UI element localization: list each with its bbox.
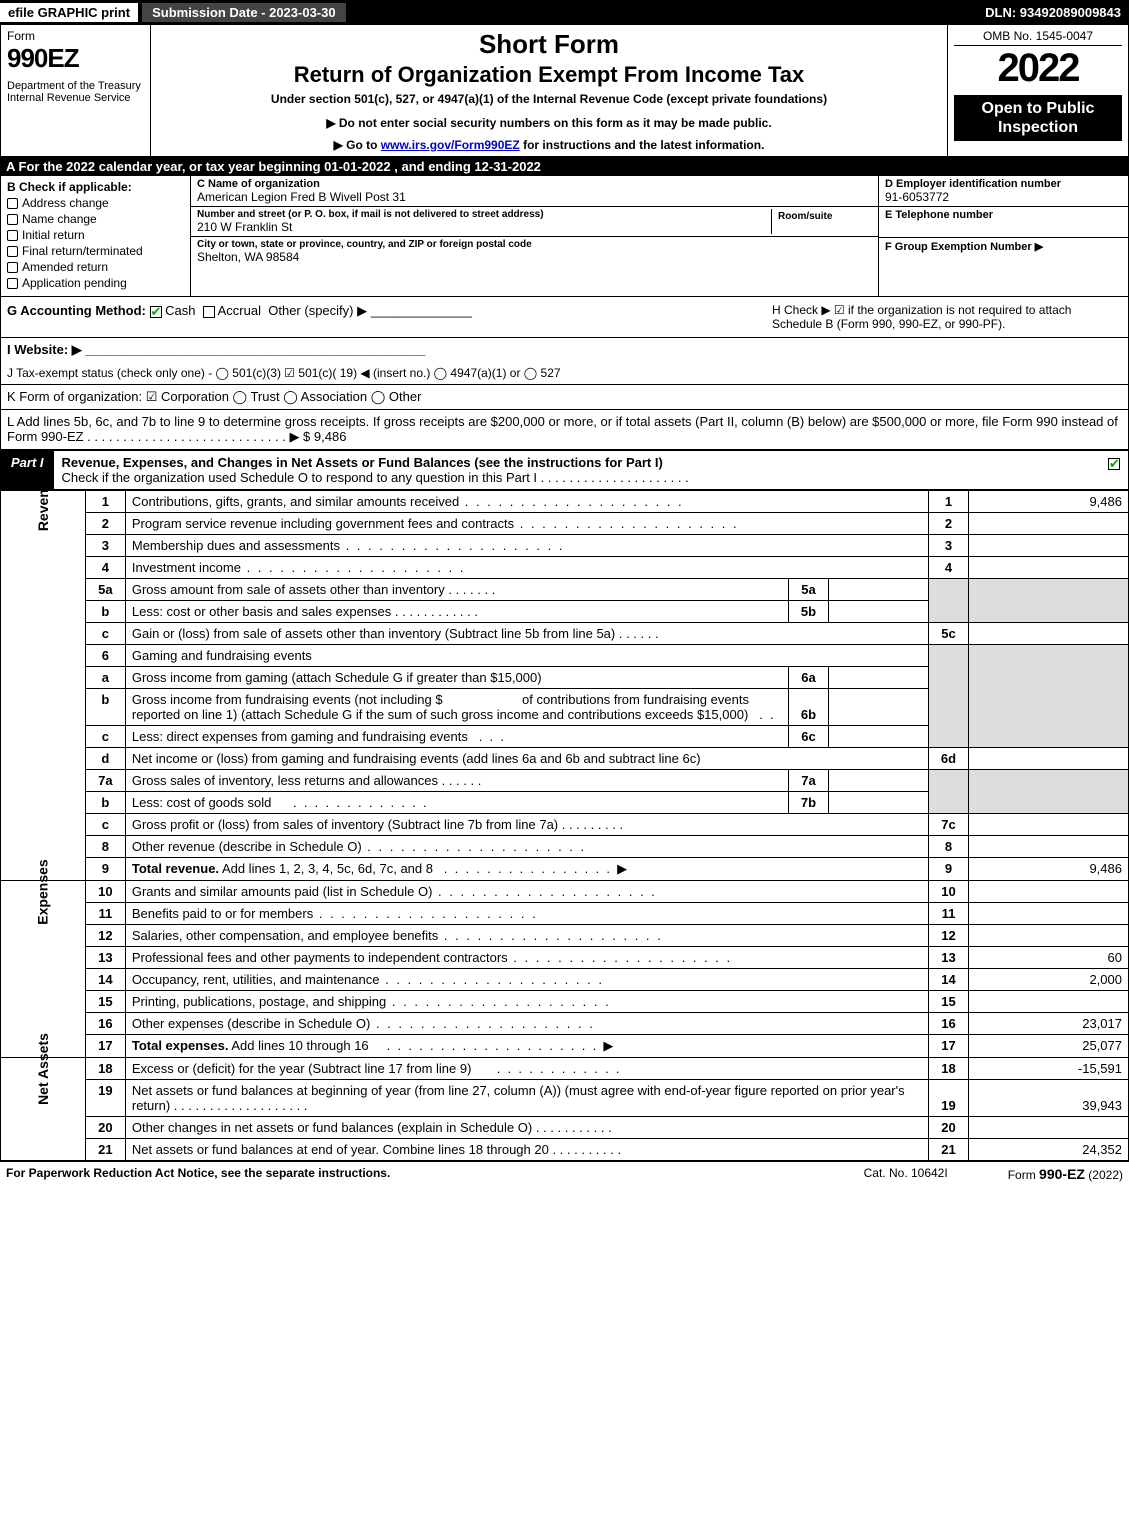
form-label: Form [7,29,144,43]
submission-date: Submission Date - 2023-03-30 [142,3,346,22]
paperwork-notice: For Paperwork Reduction Act Notice, see … [6,1166,390,1182]
form-header: Form 990EZ Department of the Treasury In… [0,24,1129,157]
part1-table: Revenue 1 Contributions, gifts, grants, … [0,490,1129,1161]
goto-notice: ▶ Go to www.irs.gov/Form990EZ for instru… [159,138,939,152]
section-gh: G Accounting Method: Cash Accrual Other … [0,297,1129,338]
line-1-desc: Contributions, gifts, grants, and simila… [125,491,928,513]
line-13-value: 60 [969,947,1129,969]
line-21-value: 24,352 [969,1139,1129,1161]
part1-title: Revenue, Expenses, and Changes in Net As… [54,451,1100,489]
irs-link[interactable]: www.irs.gov/Form990EZ [381,138,520,152]
line-18-value: -15,591 [969,1058,1129,1080]
main-title: Return of Organization Exempt From Incom… [159,62,939,88]
section-g: G Accounting Method: Cash Accrual Other … [7,303,772,331]
chk-amended-return[interactable]: Amended return [7,260,184,274]
open-to-public: Open to Public Inspection [954,95,1122,141]
line-9-value: 9,486 [969,858,1129,881]
chk-accrual[interactable] [203,306,215,318]
org-name: American Legion Fred B Wivell Post 31 [197,190,872,204]
chk-address-change[interactable]: Address change [7,196,184,210]
part1-header: Part I Revenue, Expenses, and Changes in… [0,450,1129,490]
expenses-vlabel: Expenses [1,881,86,1058]
chk-initial-return[interactable]: Initial return [7,228,184,242]
dln-label: DLN: 93492089009843 [985,5,1129,20]
section-b-label: B Check if applicable: [7,180,184,194]
city-state-zip: Shelton, WA 98584 [197,250,872,264]
city-block: City or town, state or province, country… [191,237,878,266]
header-right: OMB No. 1545-0047 2022 Open to Public In… [948,25,1128,156]
section-i: I Website: ▶ ___________________________… [0,338,1129,362]
netassets-vlabel: Net Assets [1,1058,86,1161]
tax-year: 2022 [954,46,1122,91]
chk-cash[interactable] [150,306,162,318]
form-ref: Form 990-EZ (2022) [1008,1166,1123,1182]
line-1-value: 9,486 [969,491,1129,513]
subtitle: Under section 501(c), 527, or 4947(a)(1)… [159,92,939,106]
chk-name-change[interactable]: Name change [7,212,184,226]
form-number: 990EZ [7,43,144,74]
street-address: 210 W Franklin St [197,220,771,234]
line-14-value: 2,000 [969,969,1129,991]
revenue-vlabel: Revenue [1,491,86,881]
line-17-value: 25,077 [969,1035,1129,1058]
org-name-block: C Name of organization American Legion F… [191,176,878,207]
ein-value: 91-6053772 [885,190,1122,204]
header-left: Form 990EZ Department of the Treasury In… [1,25,151,156]
chk-final-return[interactable]: Final return/terminated [7,244,184,258]
chk-application-pending[interactable]: Application pending [7,276,184,290]
donot-notice: ▶ Do not enter social security numbers o… [159,116,939,130]
group-exemption-block: F Group Exemption Number ▶ [879,238,1128,255]
line-16-value: 23,017 [969,1013,1129,1035]
efile-label[interactable]: efile GRAPHIC print [0,3,138,22]
section-bcd-row: B Check if applicable: Address change Na… [0,176,1129,297]
section-k: K Form of organization: ☑ Corporation ◯ … [0,385,1129,410]
header-center: Short Form Return of Organization Exempt… [151,25,948,156]
section-def: D Employer identification number 91-6053… [878,176,1128,296]
section-h: H Check ▶ ☑ if the organization is not r… [772,303,1122,331]
line-19-value: 39,943 [969,1080,1129,1117]
section-l: L Add lines 5b, 6c, and 7b to line 9 to … [0,410,1129,450]
short-form-title: Short Form [159,29,939,60]
page-footer: For Paperwork Reduction Act Notice, see … [0,1161,1129,1186]
telephone-block: E Telephone number [879,207,1128,238]
section-a: A For the 2022 calendar year, or tax yea… [0,157,1129,176]
street-block: Number and street (or P. O. box, if mail… [191,207,878,237]
part1-check[interactable] [1100,451,1128,489]
ein-block: D Employer identification number 91-6053… [879,176,1128,207]
cat-no: Cat. No. 10642I [864,1166,948,1182]
top-bar: efile GRAPHIC print Submission Date - 20… [0,0,1129,24]
dept-label: Department of the Treasury Internal Reve… [7,80,144,104]
omb-number: OMB No. 1545-0047 [954,29,1122,46]
section-b: B Check if applicable: Address change Na… [1,176,191,296]
section-c: C Name of organization American Legion F… [191,176,878,296]
section-j: J Tax-exempt status (check only one) - ◯… [0,362,1129,385]
